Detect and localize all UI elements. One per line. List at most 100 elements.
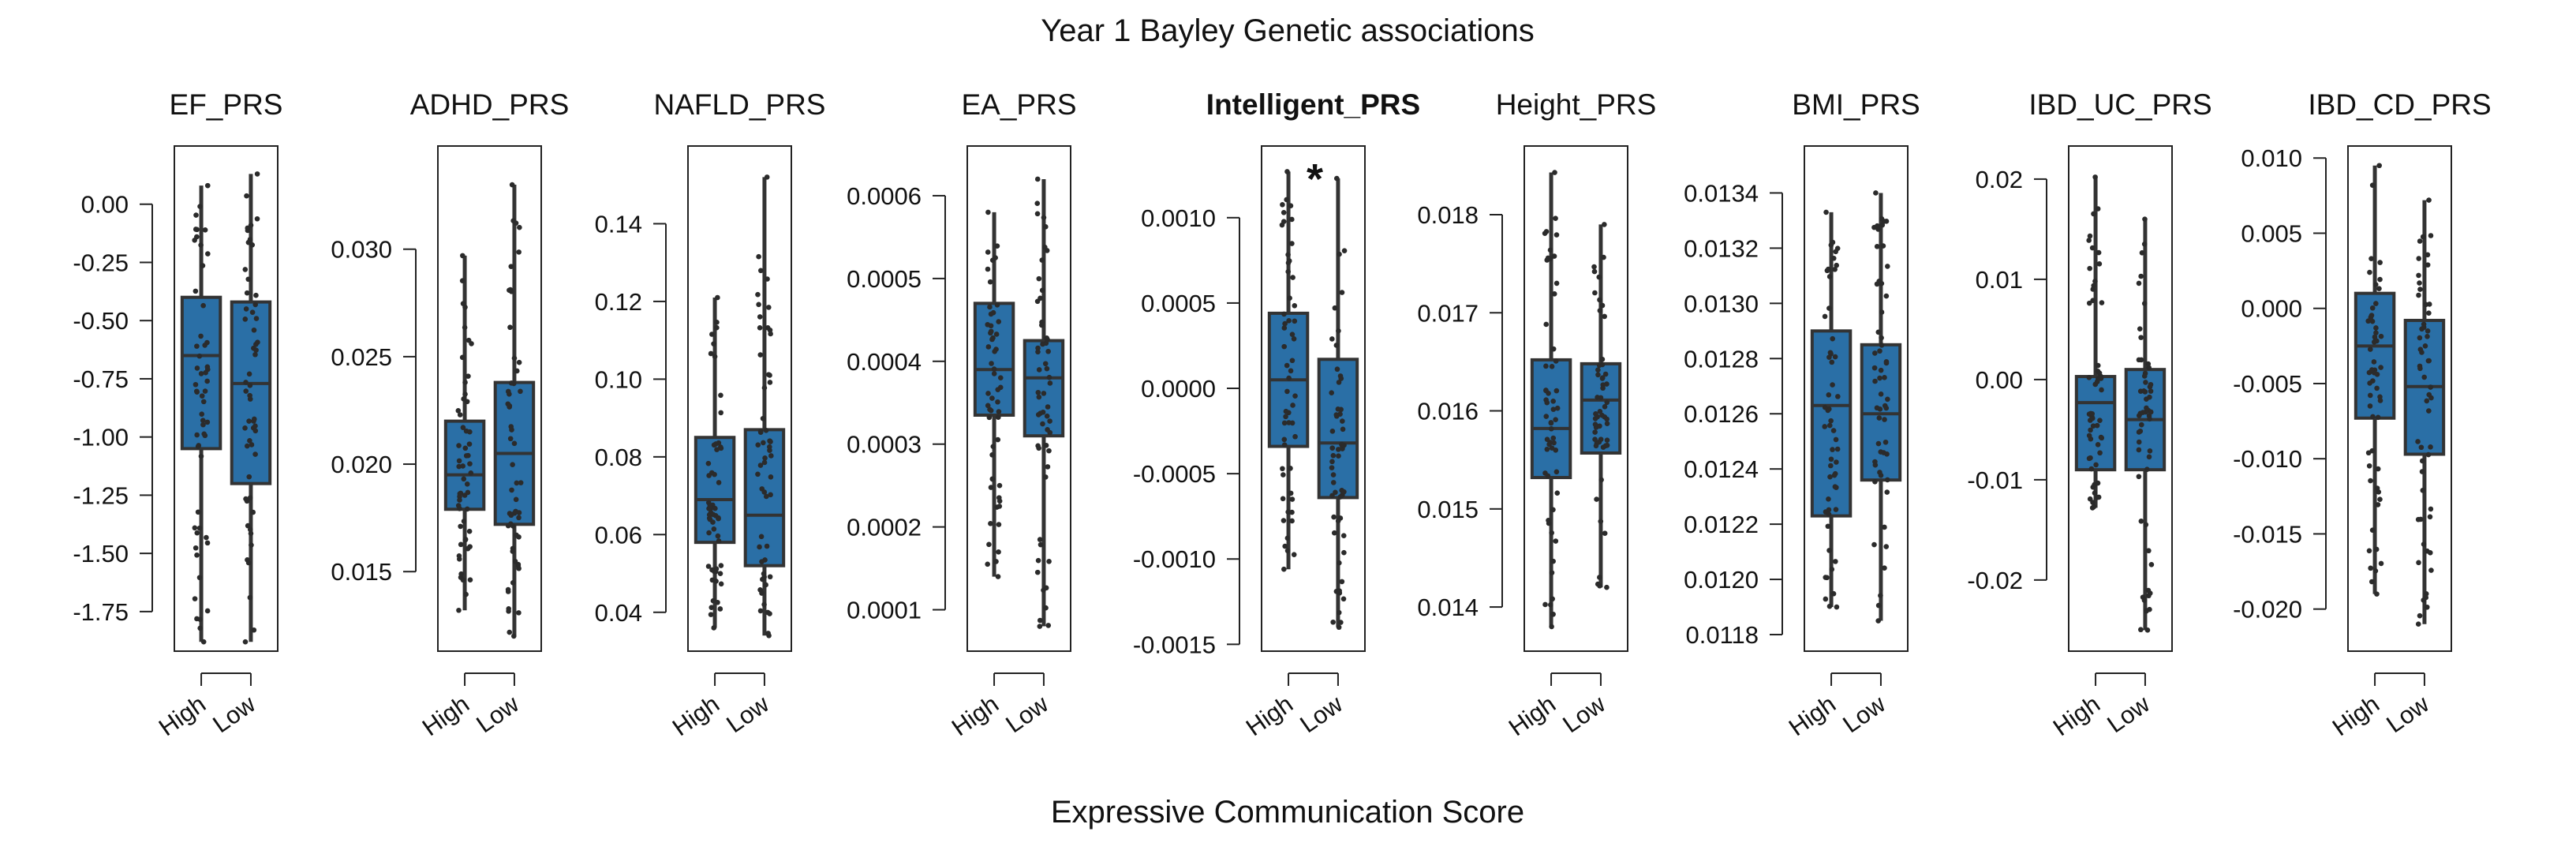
data-point <box>456 458 462 464</box>
data-point <box>1340 533 1347 539</box>
data-point <box>2377 496 2383 502</box>
data-point <box>768 474 774 480</box>
data-point <box>2141 301 2148 306</box>
data-point <box>192 238 197 243</box>
y-tick-label: 0.0124 <box>1684 455 1759 483</box>
data-point <box>989 336 995 343</box>
data-point <box>2424 398 2430 404</box>
data-point <box>1336 447 1341 452</box>
data-point <box>1874 244 1880 249</box>
data-point <box>2417 335 2423 341</box>
data-point <box>1876 415 1882 421</box>
data-point <box>2423 302 2429 308</box>
data-point <box>1595 367 1601 373</box>
data-point <box>2089 410 2096 417</box>
data-point <box>1872 378 1878 384</box>
data-point <box>2428 384 2433 390</box>
data-point <box>1335 518 1341 524</box>
box-high <box>2074 375 2117 472</box>
data-point <box>457 491 463 496</box>
data-point <box>1329 445 1336 451</box>
data-point <box>1597 308 1603 313</box>
data-point <box>2144 608 2149 614</box>
data-point <box>2097 450 2103 456</box>
data-point <box>456 443 462 448</box>
y-tick-label: 0.06 <box>595 521 642 549</box>
data-point <box>200 399 207 405</box>
panel-frame <box>687 145 792 652</box>
data-point <box>511 355 518 361</box>
data-point <box>1036 394 1042 400</box>
y-tick-label: 0.12 <box>595 288 642 316</box>
x-tick-label: Low <box>1557 690 1610 739</box>
data-point <box>204 364 211 370</box>
data-point <box>197 204 203 209</box>
data-point <box>1878 593 1883 598</box>
data-point <box>1284 388 1290 395</box>
data-point <box>1040 421 1045 427</box>
data-point <box>1044 413 1050 419</box>
data-point <box>1037 537 1043 542</box>
data-point <box>1037 624 1043 629</box>
data-point <box>2369 318 2376 324</box>
y-tick-label: -0.0005 <box>1133 460 1216 488</box>
data-point <box>1829 359 1835 365</box>
data-point <box>1877 470 1882 475</box>
data-point <box>1604 416 1610 422</box>
data-point <box>254 215 260 222</box>
data-point <box>1883 405 1890 411</box>
data-point <box>2427 549 2433 556</box>
data-point <box>2143 522 2149 528</box>
data-point <box>1598 519 1604 524</box>
data-point <box>1602 222 1607 227</box>
data-point <box>1550 611 1556 617</box>
data-point <box>510 523 516 529</box>
data-point <box>2428 506 2434 512</box>
data-point <box>1827 474 1833 480</box>
panel-height-prs: Height_PRS 0.018 0.017 0.016 0.015 0.014 HighL… <box>1417 88 1656 741</box>
data-point <box>755 471 761 478</box>
data-point <box>1604 399 1610 406</box>
data-point <box>1830 428 1837 433</box>
data-point <box>1336 328 1341 334</box>
data-point <box>203 369 208 376</box>
data-point <box>985 266 991 272</box>
data-point <box>1601 254 1606 260</box>
data-point <box>247 383 253 388</box>
data-point <box>1826 305 1832 311</box>
data-point <box>712 471 717 478</box>
data-point <box>1824 268 1830 274</box>
data-point <box>2145 587 2152 594</box>
data-point <box>1553 215 1558 221</box>
data-point <box>251 416 257 422</box>
data-point <box>718 392 723 399</box>
data-point <box>2377 260 2383 265</box>
data-point <box>2417 238 2423 244</box>
data-point <box>516 359 522 365</box>
data-point <box>717 571 723 576</box>
data-point <box>1045 404 1051 410</box>
data-point <box>1599 376 1606 381</box>
data-point <box>705 564 712 569</box>
data-point <box>2428 567 2434 573</box>
data-point <box>1552 170 1557 175</box>
data-point <box>1826 603 1833 609</box>
data-point <box>1046 374 1052 380</box>
data-point <box>2096 249 2102 256</box>
data-point <box>1282 543 1288 549</box>
data-point <box>2421 374 2428 380</box>
data-point <box>1883 544 1890 549</box>
data-point <box>1047 380 1053 386</box>
data-point <box>1285 252 1291 258</box>
data-point <box>204 540 211 546</box>
data-point <box>515 563 522 569</box>
data-point <box>1334 175 1340 182</box>
x-tick-label: High <box>417 690 474 741</box>
data-point <box>1292 303 1298 309</box>
x-tick-label: High <box>1241 690 1298 741</box>
data-point <box>242 267 249 272</box>
data-point <box>245 523 251 529</box>
data-point <box>996 319 1002 324</box>
data-point <box>2088 466 2095 472</box>
data-point <box>510 462 515 467</box>
